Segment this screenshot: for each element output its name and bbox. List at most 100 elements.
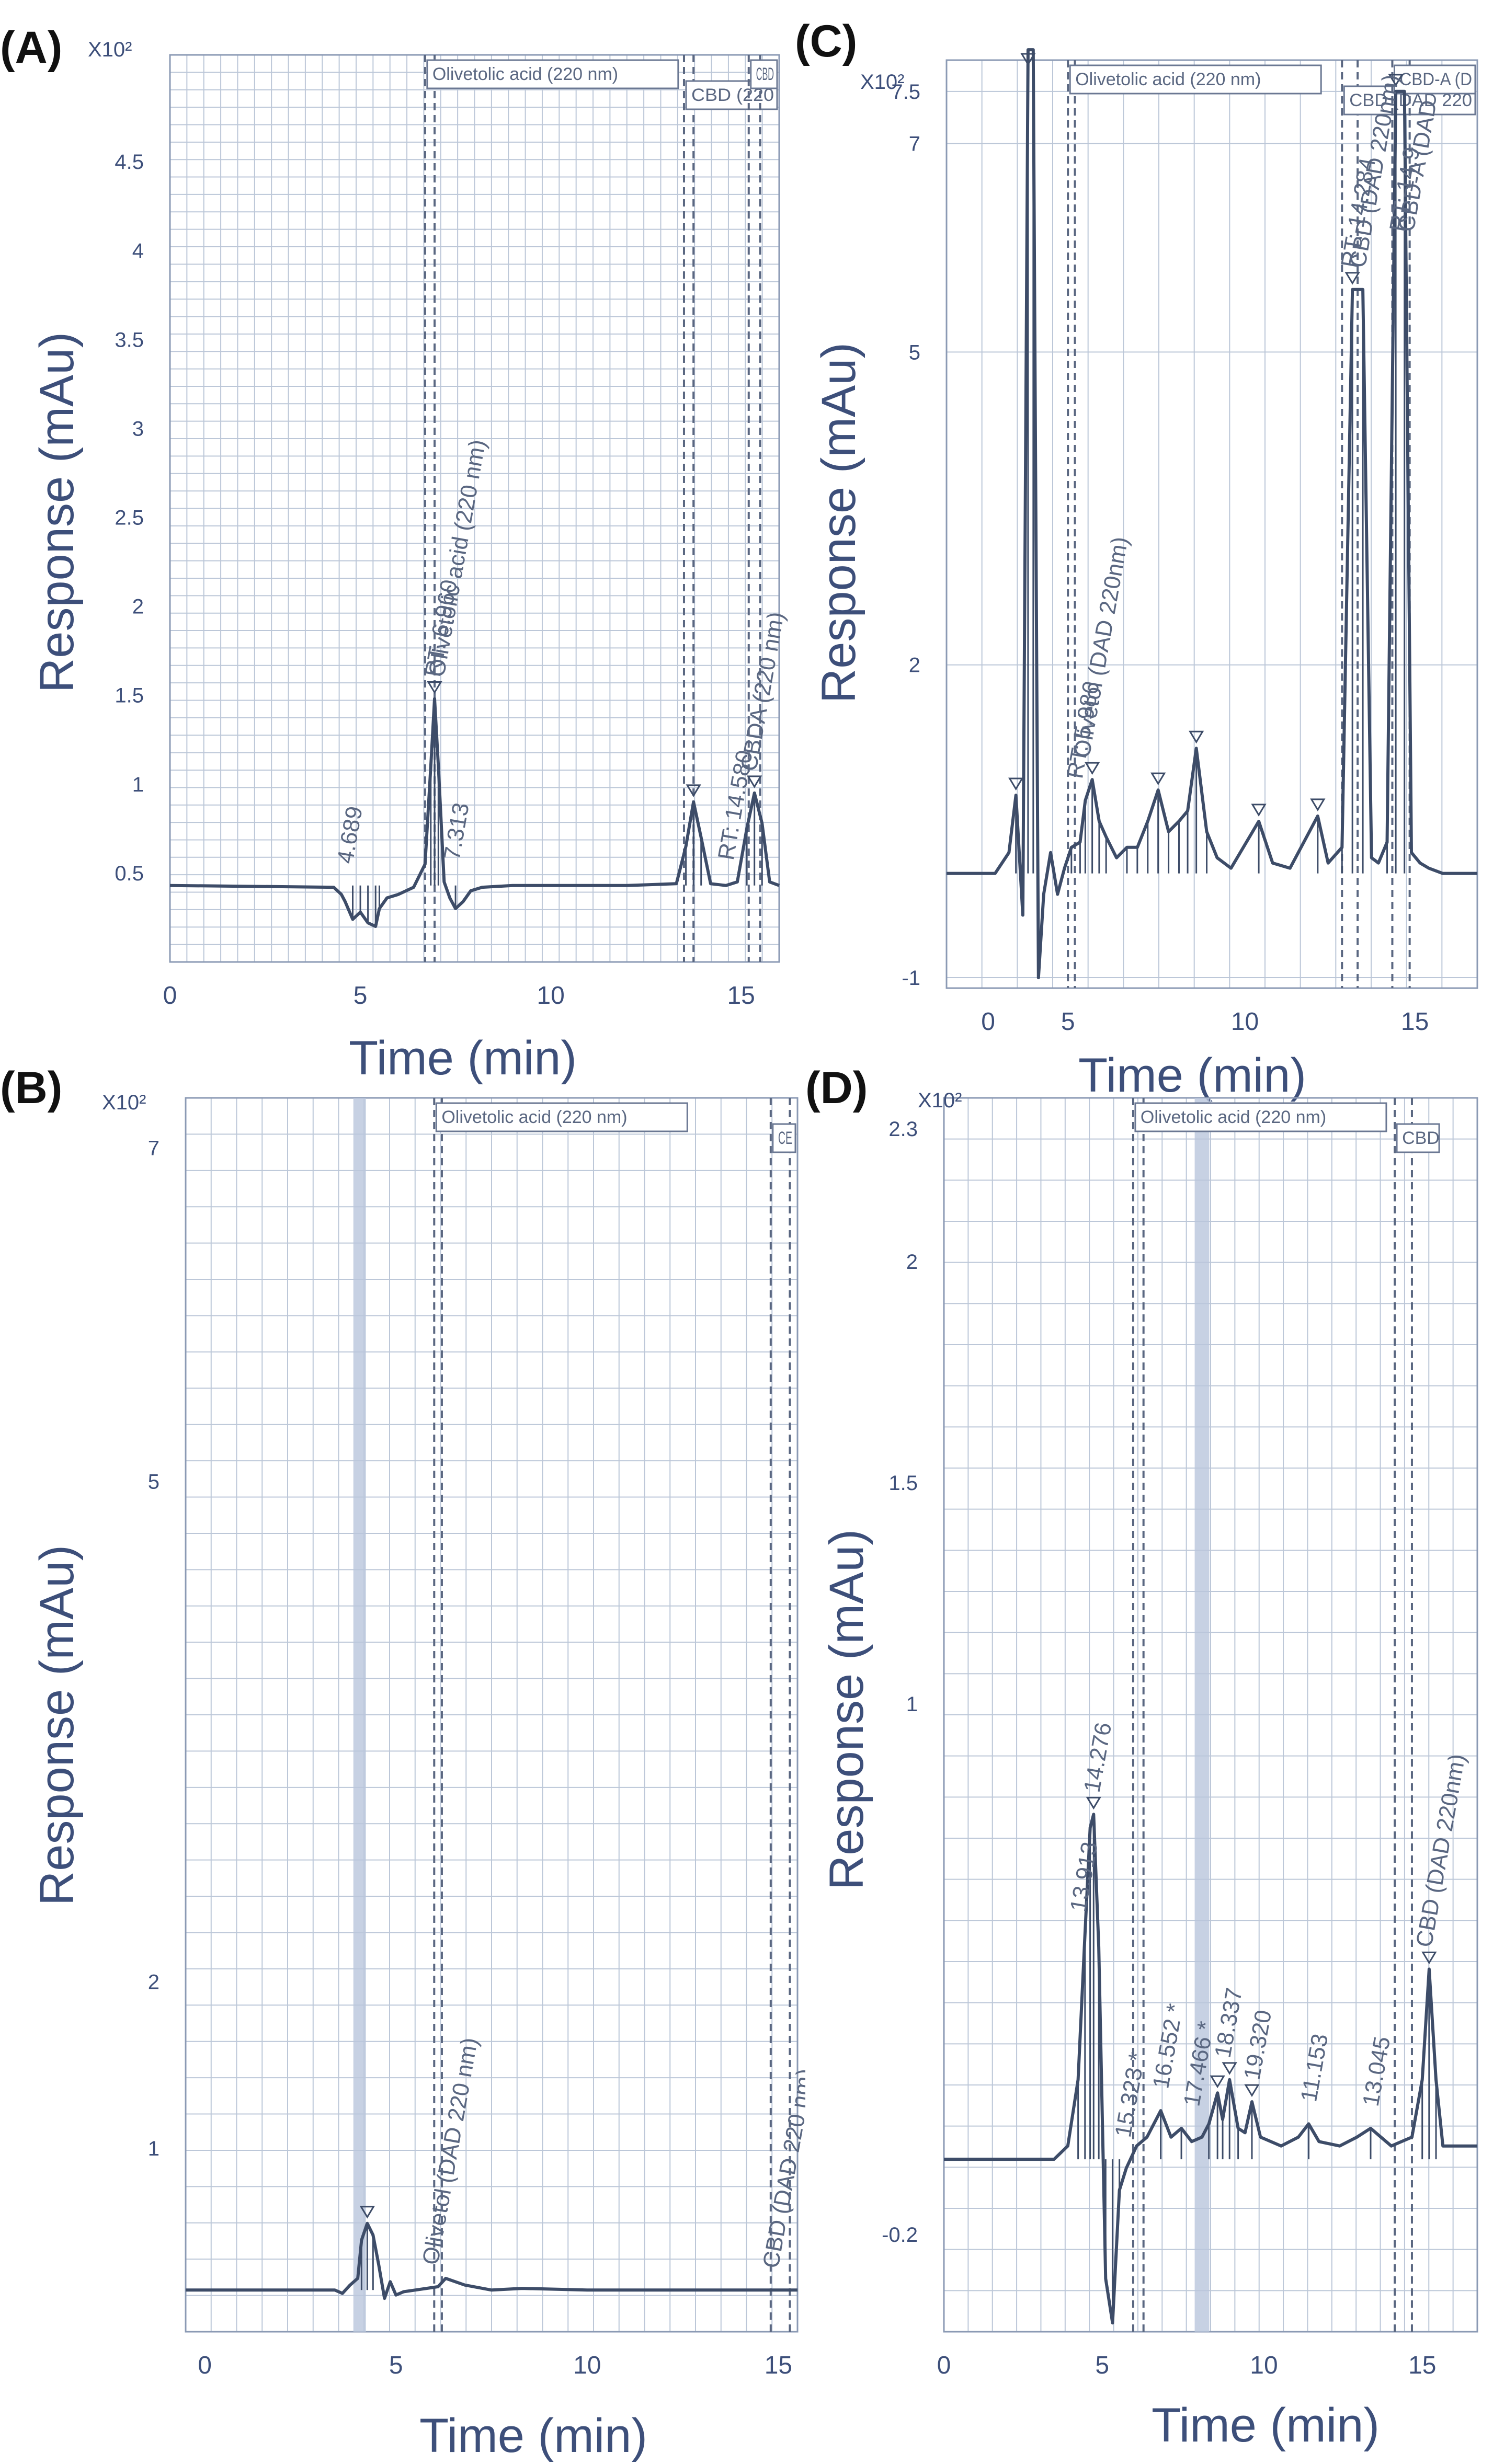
- chromatogram-line: [186, 2221, 797, 2300]
- window-label-box: [435, 1102, 688, 1132]
- x-tick-label: 0: [981, 1008, 995, 1036]
- peak-label-a-5: CBDA (220 nm): [736, 610, 789, 773]
- panel-b: Olivetolic acid (220 nm) CE Olivetol (DAD …: [0, 1051, 805, 2464]
- window-label: Olivetolic acid (220 nm): [432, 64, 618, 84]
- peak-marker: [1020, 53, 1036, 66]
- panel-d: Olivetolic acid (220 nm) CBD 13.913 14.276 1…: [805, 1051, 1493, 2464]
- axis-ticks-c: 0 5 10 15 -1 2 5 7 7.5: [891, 81, 1429, 1036]
- grid-b: [186, 1098, 797, 2332]
- x-tick-label: 0: [198, 2352, 212, 2379]
- chromatogram-line: [169, 697, 780, 928]
- peak-marker: [1086, 1796, 1101, 1810]
- peak-marker: [1210, 2075, 1225, 2089]
- y-tick-label: 2: [148, 1970, 159, 1993]
- window-label: CBD: [1402, 1128, 1440, 1148]
- peak-label-a-3: 7.313: [439, 801, 474, 862]
- x-tick-label: 0: [937, 2352, 951, 2379]
- peak-label-d-8: 13.045: [1358, 2035, 1396, 2108]
- grid-d: [944, 1098, 1477, 2332]
- y-axis-label-d: Response (mAu): [820, 1529, 873, 1890]
- window-label: CBD-A (D: [1399, 70, 1472, 89]
- y-tick-label: 2.3: [888, 1118, 918, 1141]
- x-tick-label: 5: [1095, 2352, 1109, 2379]
- integration-window-d-0: Olivetolic acid (220 nm): [1132, 1098, 1387, 2332]
- peak-label-b-0: Olivetol (DAD 220 nm): [418, 2036, 483, 2267]
- window-label: Olivetolic acid (220 nm): [1141, 1107, 1326, 1127]
- y-tick-label: 1: [906, 1693, 918, 1716]
- y-tick-label: 7: [909, 133, 920, 156]
- peak-marker: [1244, 2084, 1260, 2098]
- chart-b: Olivetolic acid (220 nm) CE Olivetol (DAD …: [0, 1063, 805, 2462]
- plot-area-d: Olivetolic acid (220 nm)CBD13.91314.2761…: [943, 1097, 1478, 2333]
- window-label-box: [772, 1123, 796, 1153]
- chart-c: Olivetolic acid (220 nm)CBD (DAD 220CBD-…: [795, 16, 1478, 1102]
- axis-ticks-d: 0 5 10 15 -0.2 1 1.5 2 2.3: [882, 1118, 1436, 2379]
- peak-marker: [1084, 762, 1100, 775]
- y-tick-label: 1.5: [888, 1472, 918, 1495]
- peak-marker: [747, 775, 762, 788]
- x-tick-label: 15: [727, 982, 755, 1010]
- integration-window-c-0: Olivetolic acid (220 nm): [1067, 60, 1322, 988]
- peak-marker: [686, 784, 701, 797]
- x-tick-label: 0: [163, 982, 177, 1010]
- x-tick-label: 10: [1231, 1008, 1259, 1036]
- integration-window-b-1: CE: [769, 1098, 796, 2332]
- series-d-0: [944, 1796, 1477, 2325]
- x-axis-label-b: Time (min): [419, 2409, 647, 2462]
- axis-ticks-b: 0 5 10 15 1 2 5 7: [148, 1137, 792, 2379]
- series-c-0: [947, 48, 1477, 980]
- y-tick-label: -0.2: [882, 2224, 918, 2247]
- y-tick-label: 1.5: [115, 684, 144, 707]
- integration-window-d-1: CBD: [1394, 1098, 1440, 2332]
- x-tick-label: 5: [354, 982, 368, 1010]
- x-tick-label: 5: [389, 2352, 403, 2379]
- x-tick-label: 5: [1061, 1008, 1075, 1036]
- panel-label-b: (B): [0, 1063, 62, 1113]
- chart-a: Olivetolic acid (220 nm)CBD (220CBD4.689…: [0, 22, 789, 1085]
- peak-marker: [359, 2206, 375, 2219]
- x-tick-label: 15: [1401, 1008, 1429, 1036]
- x-tick-label: 10: [573, 2352, 601, 2379]
- panel-a: Olivetolic acid (220 nm) CBD (220 CBD 4.689…: [0, 0, 795, 1087]
- y-tick-label: 1: [132, 773, 144, 796]
- plot-frame: [945, 59, 1478, 989]
- y-axis-label-b: Response (mAu): [30, 1545, 84, 1906]
- y-tick-label: 4.5: [115, 151, 144, 174]
- y-tick-label: 7.5: [891, 81, 920, 104]
- plot-frame: [185, 1097, 799, 2333]
- window-label: CBD: [756, 64, 774, 84]
- selection-band: [1194, 1098, 1210, 2332]
- y-scale-c: X10²: [860, 71, 905, 94]
- peak-label-d-9: CBD (DAD 220nm): [1411, 1752, 1471, 1949]
- y-axis-label-a: Response (mAu): [30, 332, 84, 693]
- window-label: Olivetolic acid (220 nm): [441, 1107, 627, 1127]
- y-scale-a: X10²: [88, 38, 132, 61]
- chromatogram-line: [947, 48, 1477, 980]
- chart-d: Olivetolic acid (220 nm)CBD13.91314.2761…: [805, 1063, 1478, 2452]
- axis-ticks-a: 0 5 10 15 0.5 1 1.5 2 2.5 3 3.5 4 4.5: [115, 151, 755, 1010]
- peak-label-d-7: 11.153: [1296, 2032, 1333, 2104]
- peak-marker: [1008, 777, 1024, 790]
- window-label: CE: [778, 1128, 792, 1148]
- x-axis-label-a: Time (min): [349, 1032, 577, 1085]
- y-scale-d: X10²: [918, 1089, 962, 1112]
- x-axis-label-d: Time (min): [1152, 2399, 1380, 2452]
- y-tick-label: 2: [132, 595, 144, 618]
- peak-label-d-3: 16.552 *: [1148, 2002, 1188, 2091]
- panel-label-c: (C): [795, 16, 857, 66]
- panel-c: Olivetolic acid (220 nm) CBD (DAD 220 CBD-…: [795, 0, 1493, 1103]
- y-tick-label: 2.5: [115, 507, 144, 530]
- peak-label-d-4: 17.466 *: [1179, 2020, 1219, 2108]
- y-axis-label-c: Response (mAu): [812, 342, 865, 703]
- grid-a: [170, 55, 779, 962]
- integration-window-a-2: CBD: [747, 55, 778, 962]
- x-tick-label: 10: [1250, 2352, 1278, 2379]
- plot-area-c: Olivetolic acid (220 nm)CBD (DAD 220CBD-…: [945, 48, 1478, 989]
- y-tick-label: 1: [148, 2137, 159, 2160]
- plot-area-a: Olivetolic acid (220 nm)CBD (220CBD4.689…: [169, 54, 789, 963]
- plot-area-b: Olivetolic acid (220 nm) CE Olivetol (DAD …: [185, 1097, 805, 2333]
- y-tick-label: -1: [902, 967, 920, 990]
- window-label-box: [426, 59, 679, 89]
- peak-label-d-1: 14.276: [1079, 1721, 1117, 1794]
- y-scale-b: X10²: [102, 1091, 146, 1114]
